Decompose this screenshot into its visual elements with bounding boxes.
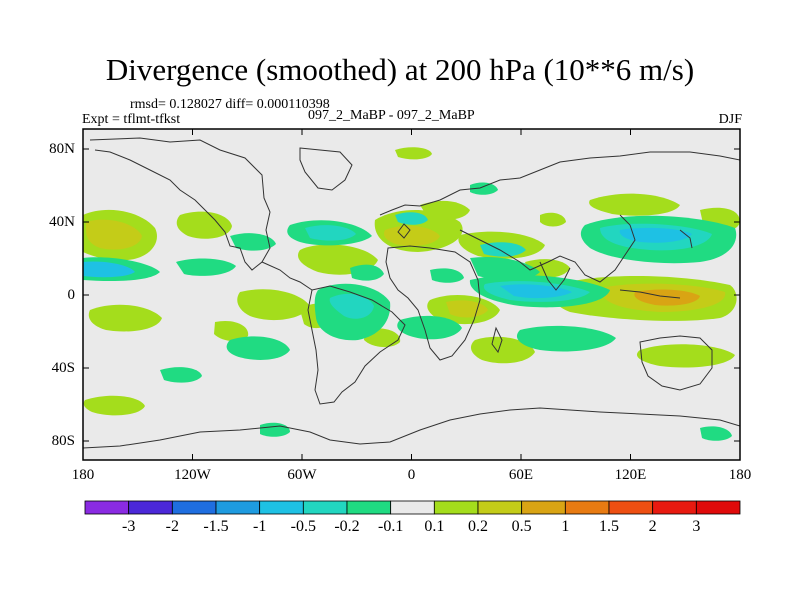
coastline-australia (639, 335, 713, 391)
positive-region (636, 344, 735, 368)
colorbar-swatch (521, 500, 566, 515)
negative-region (470, 182, 498, 195)
colorbar-swatch (433, 500, 479, 515)
lat-label-40n: 40N (49, 214, 75, 230)
negative-region (350, 264, 384, 281)
negative-region (397, 315, 462, 340)
colorbar-swatch (652, 500, 697, 515)
positive-region (634, 289, 700, 306)
coastline-indonesia (619, 289, 681, 299)
colorbar-label: -0.5 (290, 518, 316, 535)
colorbar-label: 3 (692, 518, 701, 535)
positive-region (540, 212, 566, 227)
negative-region (329, 293, 374, 319)
positive-region (176, 211, 232, 239)
positive-region (446, 300, 488, 318)
negative-region (83, 261, 135, 278)
colorbar-label: -3 (121, 518, 136, 535)
lon-label-180w: 180 (71, 467, 95, 483)
colorbar-swatch (128, 500, 173, 515)
negative-region (230, 233, 276, 251)
colorbar-label: 0.5 (511, 518, 532, 535)
negative-region (395, 212, 428, 225)
positive-region (83, 395, 145, 416)
positive-region (384, 225, 440, 246)
lon-label-60e: 60E (508, 467, 534, 483)
positive-region (237, 289, 310, 321)
colorbar-label: -1 (252, 518, 267, 535)
colorbar-swatch (608, 500, 654, 515)
map-title: Divergence (smoothed) at 200 hPa (10**6 … (105, 52, 695, 87)
negative-region (470, 256, 540, 281)
negative-region (176, 258, 236, 276)
negative-region (700, 426, 732, 441)
colorbar-label: 1 (561, 518, 570, 535)
colorbar-swatch (84, 500, 130, 515)
lon-label-60w: 60W (287, 467, 317, 483)
lon-label-180e: 180 (728, 467, 752, 483)
coastline-eurasia (379, 151, 740, 216)
positive-region (86, 219, 142, 250)
colorbar-label: 2 (648, 518, 657, 535)
colorbar-label: -0.2 (334, 518, 360, 535)
lat-label-40s: 40S (51, 360, 75, 376)
lon-label-0: 0 (407, 467, 416, 483)
colorbar (84, 500, 741, 515)
colorbar-swatch (171, 500, 217, 515)
colorbar-swatch (259, 500, 304, 515)
lon-label-120e: 120E (614, 467, 647, 483)
colorbar-label: -0.1 (377, 518, 404, 535)
positive-region (214, 320, 249, 342)
colorbar-label: 0.2 (468, 518, 488, 535)
negative-region (516, 325, 616, 352)
negative-region (226, 336, 290, 360)
colorbar-label: -2 (165, 518, 179, 535)
coastline-india (539, 261, 571, 291)
colorbar-label: -1.5 (203, 518, 229, 535)
positive-region (589, 193, 680, 216)
negative-region (430, 268, 464, 283)
coastline-africa (385, 245, 481, 361)
lat-label-eq: 0 (67, 287, 76, 303)
colorbar-swatch (215, 500, 261, 515)
colorbar-swatch (302, 500, 348, 515)
axis-ticks (82, 129, 741, 460)
coastline-antarctica (83, 407, 740, 449)
colorbar-swatch (695, 500, 741, 515)
positive-region (420, 200, 470, 220)
lat-label-80s: 80S (51, 433, 75, 449)
negative-region (619, 227, 692, 243)
lon-label-120w: 120W (174, 467, 211, 483)
coastline-greenland (299, 147, 353, 191)
rmsd-diff-stats: rmsd= 0.128027 diff= 0.000110398 (130, 97, 330, 112)
colorbar-label: 1.5 (599, 518, 619, 535)
positive-region (395, 147, 432, 160)
colorbar-label: 0.1 (424, 518, 445, 535)
case-label: 097_2_MaBP - 097_2_MaBP (308, 108, 475, 123)
coastline-south-america (307, 285, 406, 405)
colorbar-swatch (390, 500, 435, 515)
colorbar-swatch (477, 500, 523, 515)
lat-label-80n: 80N (49, 141, 75, 157)
season-label: DJF (718, 112, 742, 127)
coastline-uk (397, 223, 411, 239)
coastline-asia-south (459, 214, 636, 283)
coastline-north-america (89, 137, 271, 271)
positive-region (88, 304, 162, 332)
colorbar-swatch (346, 500, 392, 515)
coastline-madagascar (491, 326, 503, 354)
positive-region (470, 336, 535, 364)
experiment-label: Expt = tflmt-tfkst (82, 112, 181, 127)
coastline-japan (679, 229, 693, 249)
negative-region (305, 225, 356, 241)
coastlines (83, 137, 740, 449)
colorbar-swatch (564, 500, 610, 515)
negative-region (160, 367, 202, 383)
divergence-field (83, 147, 740, 441)
coastline-central-america (261, 261, 313, 291)
